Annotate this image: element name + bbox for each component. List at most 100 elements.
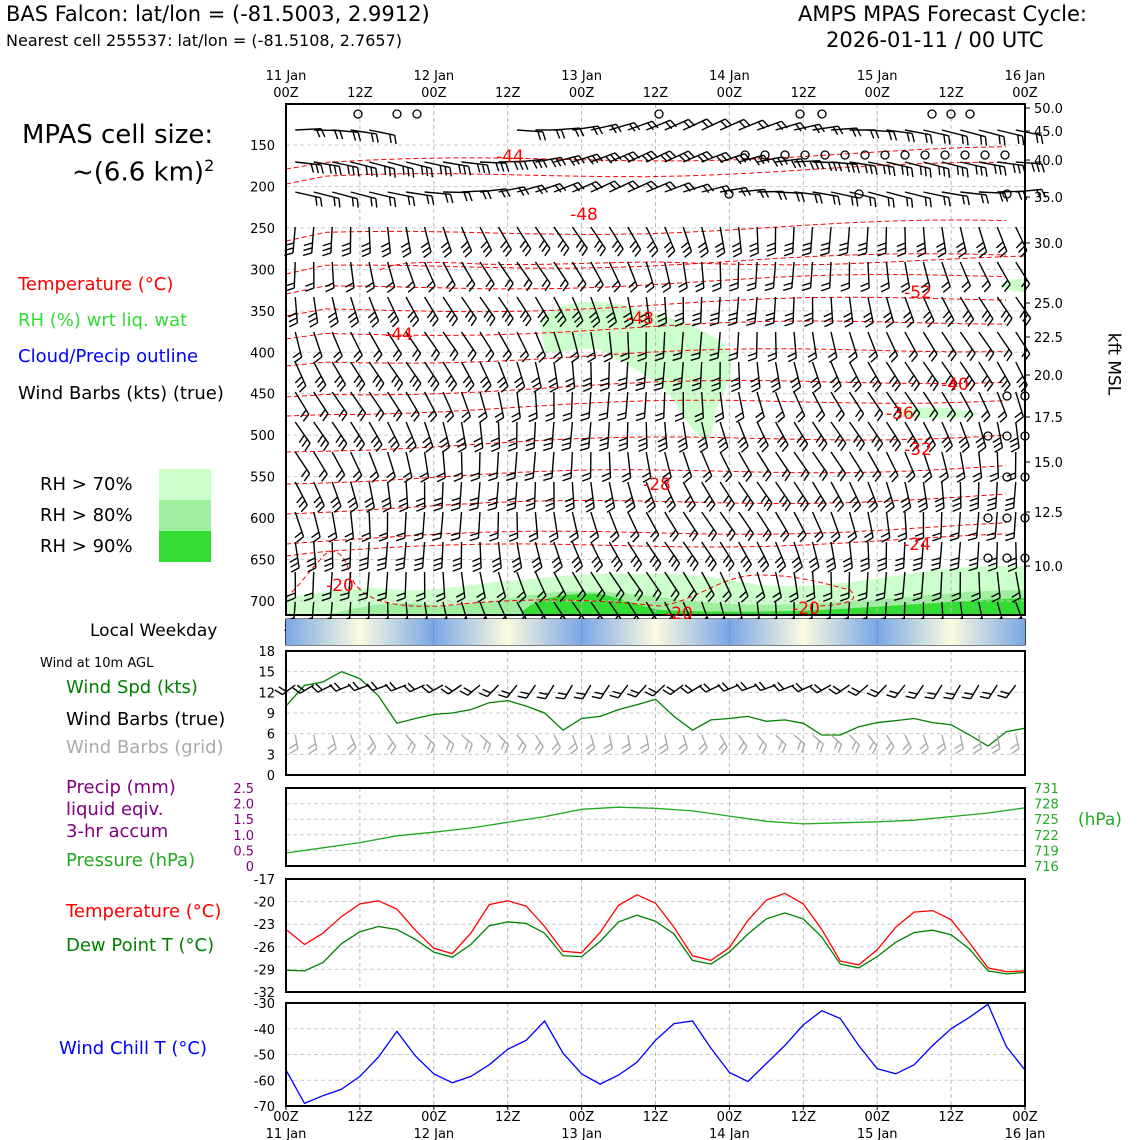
wind-barb-flag xyxy=(338,166,342,176)
wind-barb-flag xyxy=(614,244,622,253)
wind-barb-flag xyxy=(749,247,759,253)
wind-barb xyxy=(938,541,943,568)
wind-barb-flag xyxy=(301,438,308,448)
wind-barb-flag xyxy=(691,382,701,387)
wind-barb-flag xyxy=(987,318,994,327)
wind-barb-flag xyxy=(804,322,813,327)
wind-barb-flag xyxy=(821,282,831,287)
wind-barb-flag xyxy=(382,502,391,508)
wind-barb-flag xyxy=(942,167,946,177)
wind-barb-flag xyxy=(635,563,643,572)
wind-barb-flag xyxy=(744,498,752,508)
wind-barb-flag xyxy=(611,240,619,249)
wind-barb-flag xyxy=(581,477,591,482)
wind-barb-flag xyxy=(765,317,775,322)
wind-barb-flag xyxy=(396,597,406,602)
wind-barb-flag xyxy=(852,380,860,388)
wind-barb-flag xyxy=(1017,164,1021,174)
wind-barb-flag xyxy=(537,131,542,141)
wind-barb-flag xyxy=(557,239,564,248)
wind-barb-flag xyxy=(561,442,571,447)
wind-barb-flag xyxy=(312,536,321,543)
wind-barb-flag xyxy=(805,592,815,598)
wind-barb-flag xyxy=(649,554,656,564)
wind-barb-flag xyxy=(470,317,477,327)
temp-contour-label: -44 xyxy=(496,147,524,167)
wind-barb-flag xyxy=(616,417,626,422)
wind-barb-flag xyxy=(778,565,787,573)
wind-barb-flag xyxy=(902,742,910,751)
wind-barb xyxy=(311,226,315,253)
wind-barb-flag xyxy=(312,351,321,359)
wind-barb-flag xyxy=(820,287,830,292)
wind-barb-flag xyxy=(369,316,378,324)
wind-barb-flag xyxy=(333,682,342,690)
wind-barb-flag xyxy=(870,688,880,694)
wind-barb-flag xyxy=(317,505,325,513)
wind-barb-flag xyxy=(655,412,665,417)
wind-barb-flag xyxy=(459,690,469,696)
wind-barb xyxy=(737,261,740,289)
wind-barb xyxy=(479,261,495,285)
wind-barb-flag xyxy=(334,130,339,140)
wind-barb-flag xyxy=(451,502,461,507)
wind-barb-flag xyxy=(703,683,711,691)
wind-barb-flag xyxy=(505,249,512,257)
wind-barb-flag xyxy=(341,242,351,247)
wind-barb-flag xyxy=(382,252,391,258)
wind-barb-flag xyxy=(614,152,622,161)
wind-barb-flag xyxy=(687,150,696,158)
wind-barb-flag xyxy=(488,477,498,482)
wind-barb-flag xyxy=(314,356,323,363)
wind-barb-flag xyxy=(757,435,765,444)
wind-barb xyxy=(792,296,795,324)
wind-barb xyxy=(645,421,648,449)
wind-barb xyxy=(959,261,972,287)
wind-barb xyxy=(582,684,592,700)
wind-barb-flag xyxy=(674,317,684,322)
wind-barb-flag xyxy=(560,157,567,166)
wind-barb-flag xyxy=(832,380,840,389)
wind-barb-flag xyxy=(942,310,950,319)
wind-barb-flag xyxy=(711,382,721,387)
wind-barb-flag xyxy=(467,384,475,393)
wind-barb-flag xyxy=(303,242,313,247)
wind-barb-flag xyxy=(777,681,785,690)
wind-barb xyxy=(442,361,458,385)
wind-barb-flag xyxy=(584,497,594,503)
wind-barb-flag xyxy=(396,382,404,392)
wind-barb-flag xyxy=(646,501,654,509)
wind-barb-flag xyxy=(644,691,654,697)
wind-barb-flag xyxy=(419,472,429,478)
wind-barb-flag xyxy=(654,357,664,362)
wind-barb-flag xyxy=(512,562,521,568)
wind-barb-flag xyxy=(442,246,451,254)
wind-barb-flag xyxy=(452,557,462,562)
wind-barb-flag xyxy=(765,473,772,482)
wind-barb-flag xyxy=(888,375,896,384)
wind-barb-flag xyxy=(553,746,561,755)
temp-frame xyxy=(285,878,1026,993)
wind-barb xyxy=(830,481,845,506)
wind-barb-flag xyxy=(497,596,506,603)
wind-barb-flag xyxy=(849,356,858,363)
wind-barb xyxy=(424,734,436,746)
legend-rh: RH (%) wrt liq. wat xyxy=(18,310,188,331)
wind-barb-flag xyxy=(821,443,828,452)
calm-circle xyxy=(1002,391,1012,401)
wind-barb-flag xyxy=(416,597,426,602)
wind-barb-flag xyxy=(843,562,852,568)
wind-barb-flag xyxy=(911,443,919,452)
wind-barb-flag xyxy=(905,470,914,479)
wind-barb-flag xyxy=(426,194,430,205)
calm-circle xyxy=(1002,431,1012,441)
wind-barb-flag xyxy=(949,567,959,572)
wind-barb-flag xyxy=(740,188,747,197)
wind-barb-flag xyxy=(338,439,345,448)
wind-barb-flag xyxy=(987,502,997,507)
wind-barb-flag xyxy=(622,312,632,319)
wind-barb-flag xyxy=(709,317,719,322)
wind-barb-flag xyxy=(791,556,800,564)
wind-barb-flag xyxy=(488,497,498,502)
wind-barb-flag xyxy=(809,160,815,170)
